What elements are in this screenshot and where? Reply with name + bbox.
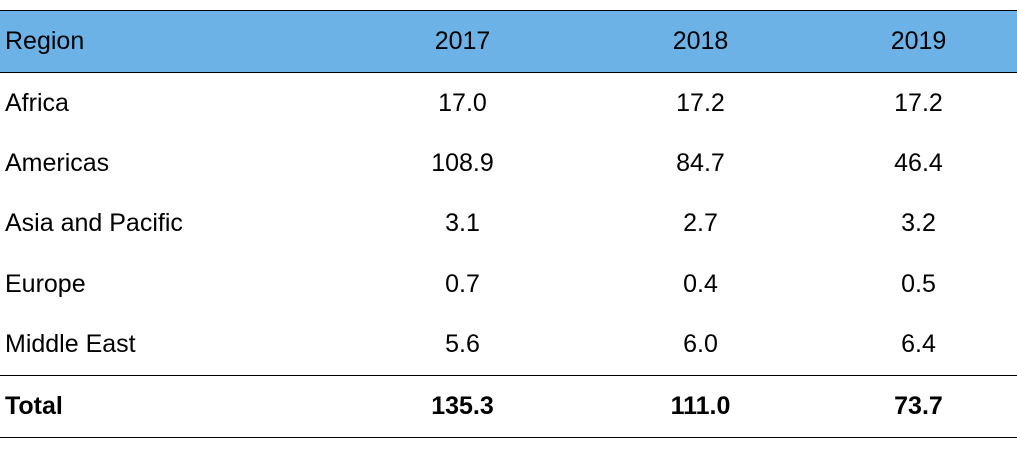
cell-value: 84.7 [676,148,725,177]
row-label: Asia and Pacific [5,209,183,238]
row-label: Africa [5,88,69,117]
column-header-2019: 2019 [820,10,1017,73]
table-body: Africa 17.0 17.2 17.2 Americas 108.9 84.… [0,73,1017,376]
column-header-region: Region [0,10,344,73]
cell-value: 2.7 [683,209,718,238]
table-header: Region 2017 2018 2019 [0,10,1017,73]
header-row: Region 2017 2018 2019 [0,10,1017,73]
region-data-table: Region 2017 2018 2019 Africa 17.0 17.2 1… [0,10,1017,438]
total-value-2018: 111.0 [581,374,820,438]
table-row-europe: Europe 0.7 0.4 0.5 [0,254,1017,315]
cell-value: 0.7 [445,269,480,298]
column-header-2017: 2017 [344,10,581,73]
cell-value: 17.0 [438,88,487,117]
table-row-total: Total 135.3 111.0 73.7 [0,374,1017,438]
table-row-middle-east: Middle East 5.6 6.0 6.4 [0,315,1017,376]
cell-value: 3.1 [445,209,480,238]
cell-value: 6.0 [683,330,718,358]
table-row-asia-and-pacific: Asia and Pacific 3.1 2.7 3.2 [0,194,1017,255]
cell-value: 46.4 [894,148,943,177]
total-value-2019: 73.7 [820,374,1017,438]
table-footer: Total 135.3 111.0 73.7 [0,374,1017,438]
table-row-americas: Americas 108.9 84.7 46.4 [0,133,1017,194]
column-header-2018: 2018 [581,10,820,73]
cell-value: 3.2 [901,209,936,238]
table-row-africa: Africa 17.0 17.2 17.2 [0,73,1017,134]
cell-value: 17.2 [676,88,725,117]
total-value-2017: 135.3 [344,374,581,438]
row-label: Americas [5,148,110,177]
cell-value: 0.4 [683,269,718,298]
cell-value: 5.6 [445,330,480,358]
total-label: Total [0,374,344,438]
row-label: Europe [5,269,86,298]
cell-value: 6.4 [901,330,936,358]
cell-value: 17.2 [894,88,943,117]
cell-value: 108.9 [431,148,494,177]
region-data-table-container: Region 2017 2018 2019 Africa 17.0 17.2 1… [0,10,1017,438]
row-label: Middle East [5,330,136,358]
cell-value: 0.5 [901,269,936,298]
